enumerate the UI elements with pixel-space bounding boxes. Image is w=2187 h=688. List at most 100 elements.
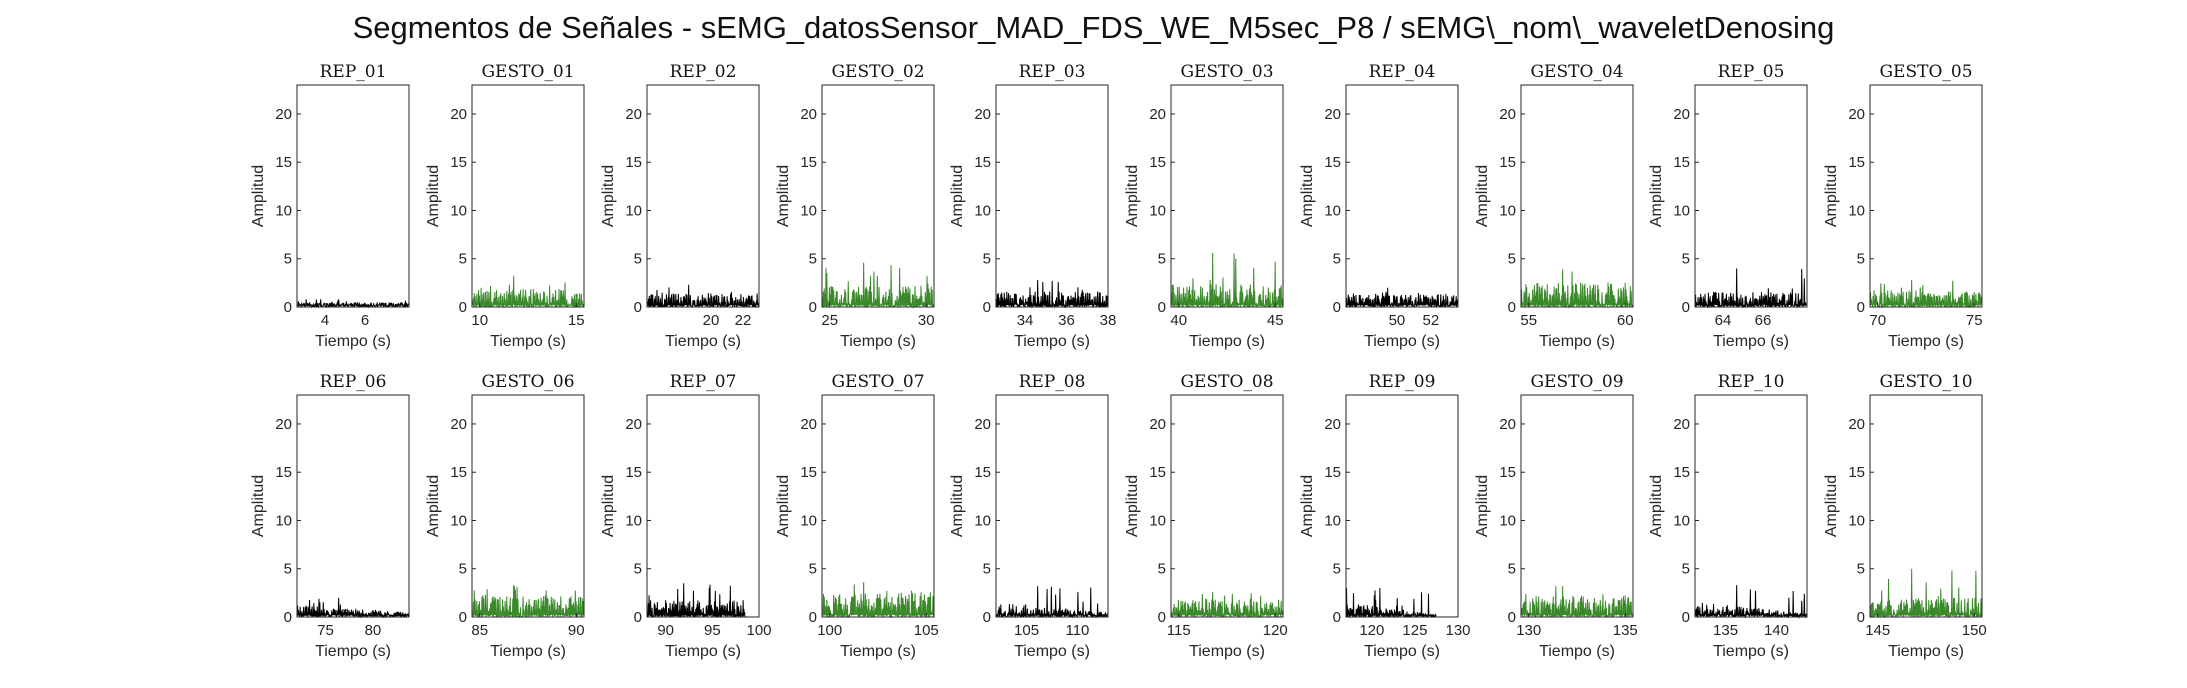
y-axis-label: Amplitud [1823,475,1840,537]
x-tick-label: 115 [1167,622,1191,639]
y-tick-label: 15 [1673,464,1690,481]
y-tick-label: 10 [275,512,292,529]
signal-trace [647,583,746,619]
axes-box [1170,84,1284,308]
axes-box [1520,394,1634,618]
y-tick-label: 20 [1324,106,1341,123]
y-tick-label: 5 [809,251,817,268]
y-tick-label: 15 [1673,154,1690,171]
signal-trace [996,279,1108,309]
y-axis-label: Amplitud [949,165,966,227]
y-tick-label: 5 [459,251,467,268]
x-axis-label: Tiempo (s) [1014,643,1090,660]
y-tick-label: 20 [974,106,991,123]
subplot-rep-08: 0 5 10 15 20 105 110 REP_08 Tiempo (s) Amplitud [949,372,1109,660]
x-axis-label: Tiempo (s) [1888,643,1964,660]
y-tick-label: 10 [1149,202,1166,219]
axes-box [296,394,410,618]
subplot-rep-05: 0 5 10 15 20 64 66 REP_05 Tiempo (s) Amplitud [1648,62,1808,350]
y-tick-label: 0 [1857,299,1865,316]
signal-trace [1521,586,1633,619]
y-tick-label: 0 [1682,609,1690,626]
subplot-rep-10: 0 5 10 15 20 135 140 REP_10 Tiempo (s) Amplitud [1648,372,1808,660]
subplot-rep-07: 0 5 10 15 20 90 95 100 REP_07 Tiempo (s) Amplitud [600,372,772,660]
y-tick-label: 20 [1848,416,1865,433]
y-tick-label: 10 [974,512,991,529]
x-tick-label: 34 [1017,312,1034,329]
x-tick-label: 80 [365,622,382,639]
signal-trace [297,299,409,309]
signal-trace [822,582,934,619]
x-tick-label: 6 [361,312,369,329]
y-tick-label: 20 [800,416,817,433]
y-tick-label: 10 [1499,202,1516,219]
y-tick-label: 15 [1848,464,1865,481]
x-tick-label: 30 [918,312,935,329]
axes-box [995,84,1109,308]
x-tick-label: 150 [1962,622,1987,639]
subplot-title: REP_04 [1369,62,1436,82]
y-tick-label: 20 [800,106,817,123]
subplot-rep-04: 0 5 10 15 20 50 52 REP_04 Tiempo (s) Amplitud [1299,62,1459,350]
x-tick-label: 45 [1267,312,1284,329]
x-tick-label: 55 [1520,312,1537,329]
y-tick-label: 5 [983,561,991,578]
x-axis-label: Tiempo (s) [1713,643,1789,660]
subplot-title: GESTO_01 [481,62,574,82]
subplot-rep-01: 0 5 10 15 20 4 6 REP_01 Tiempo (s) Amplitud [250,62,410,350]
x-tick-label: 135 [1613,622,1638,639]
y-axis-label: Amplitud [949,475,966,537]
signal-trace [1870,279,1982,309]
subplot-title: REP_05 [1718,62,1785,82]
x-tick-label: 36 [1058,312,1075,329]
x-tick-label: 22 [735,312,752,329]
subplot-gesto-04: 0 5 10 15 20 55 60 GESTO_04 Tiempo (s) Amplitud [1474,62,1634,350]
x-axis-label: Tiempo (s) [315,643,391,660]
subplot-rep-09: 0 5 10 15 20 120 125 130 REP_09 Tiempo (s) Amplitu… [1299,372,1471,660]
subplot-title: GESTO_09 [1530,372,1623,392]
x-tick-label: 10 [471,312,488,329]
y-tick-label: 5 [1158,251,1166,268]
subplot-title: GESTO_07 [831,372,924,392]
y-tick-label: 20 [1499,416,1516,433]
subplot-title: REP_02 [670,62,737,82]
y-tick-label: 5 [1857,561,1865,578]
y-axis-label: Amplitud [1823,165,1840,227]
x-tick-label: 50 [1389,312,1406,329]
y-tick-label: 20 [1324,416,1341,433]
x-axis-label: Tiempo (s) [665,643,741,660]
x-tick-label: 100 [817,622,842,639]
y-tick-label: 20 [625,416,642,433]
y-tick-label: 0 [459,299,467,316]
x-axis-label: Tiempo (s) [665,333,741,350]
signal-trace [472,276,584,309]
y-tick-label: 15 [800,464,817,481]
y-tick-label: 10 [450,202,467,219]
x-tick-label: 140 [1764,622,1789,639]
x-tick-label: 85 [471,622,488,639]
y-tick-label: 0 [284,299,292,316]
subplot-title: REP_10 [1718,372,1785,392]
subplot-gesto-09: 0 5 10 15 20 130 135 GESTO_09 Tiempo (s) Amplitud [1474,372,1638,660]
y-tick-label: 20 [450,416,467,433]
y-tick-label: 15 [1499,464,1516,481]
signal-trace [1695,585,1807,619]
x-tick-label: 130 [1516,622,1541,639]
y-tick-label: 5 [1857,251,1865,268]
y-tick-label: 5 [459,561,467,578]
y-tick-label: 5 [983,251,991,268]
y-tick-label: 0 [1158,299,1166,316]
y-tick-label: 20 [1499,106,1516,123]
y-tick-label: 5 [1682,251,1690,268]
x-tick-label: 130 [1445,622,1470,639]
axes-box [296,84,410,308]
subplot-title: GESTO_08 [1180,372,1273,392]
axes-box [995,394,1109,618]
subplot-title: GESTO_02 [831,62,924,82]
subplot-gesto-07: 0 5 10 15 20 100 105 GESTO_07 Tiempo (s) Amplitud [775,372,939,660]
y-tick-label: 5 [809,561,817,578]
x-tick-label: 120 [1359,622,1384,639]
x-tick-label: 135 [1713,622,1738,639]
axes-box [1345,84,1459,308]
